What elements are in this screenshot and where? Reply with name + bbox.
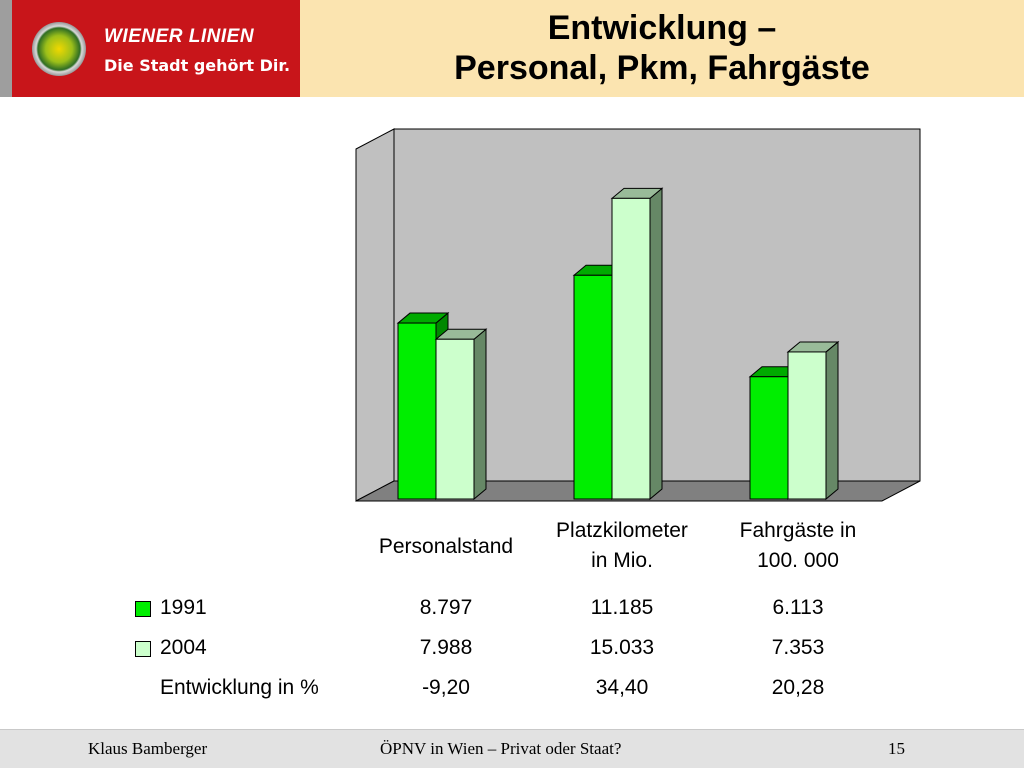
bar-front-face	[787, 351, 827, 500]
table-cell: 34,40	[595, 676, 649, 699]
row-label-2004: 2004	[160, 636, 207, 659]
bar-front-face	[397, 322, 437, 500]
table-cell: -9,20	[422, 676, 470, 699]
category-label: Personalstand	[356, 532, 536, 562]
table-cell: 8.797	[419, 596, 473, 619]
table-cell: 7.353	[771, 636, 825, 659]
bar-2004-1	[610, 187, 664, 501]
category-label-line: Fahrgäste in	[739, 519, 857, 542]
brand-slogan: Die Stadt gehört Dir.	[104, 56, 291, 75]
title-line-1: Entwicklung –	[547, 9, 777, 47]
chart-bars	[396, 187, 840, 501]
category-label: Platzkilometer in Mio.	[532, 516, 712, 576]
bar-2004-2	[786, 340, 840, 501]
header-banner: WIENER LINIEN Die Stadt gehört Dir. Entw…	[0, 0, 1024, 97]
bar-side-face	[825, 340, 839, 501]
category-label-line: 100. 000	[757, 549, 839, 572]
table-cell: 7.988	[419, 636, 473, 659]
brand-name: WIENER LINIEN	[104, 26, 255, 47]
table-cell: 11.185	[590, 596, 654, 619]
table-cell: 20,28	[771, 676, 825, 699]
footer-page-number: 15	[888, 739, 905, 758]
row-label-change: Entwicklung in %	[160, 676, 319, 699]
table-cell: 15.033	[589, 636, 655, 659]
logo-emblem-icon	[32, 22, 86, 76]
bar-chart	[355, 128, 921, 502]
category-label-line: in Mio.	[591, 549, 653, 572]
bar-2004-0	[434, 328, 488, 501]
wiener-linien-logo: WIENER LINIEN Die Stadt gehört Dir.	[0, 0, 300, 97]
slide-title: Entwicklung – Personal, Pkm, Fahrgäste	[300, 8, 1024, 88]
row-label-1991: 1991	[160, 596, 207, 619]
table-cell: 6.113	[772, 596, 824, 619]
chart-side-wall	[355, 128, 395, 502]
bar-front-face	[611, 197, 651, 500]
footer-author: Klaus Bamberger	[88, 739, 208, 758]
bar-side-face	[649, 187, 663, 501]
category-label: Fahrgäste in 100. 000	[708, 516, 888, 576]
bar-front-face	[435, 338, 475, 500]
bar-front-face	[573, 274, 613, 500]
footer-bar: Klaus Bamberger ÖPNV in Wien – Privat od…	[0, 729, 1024, 768]
category-label-line: Personalstand	[378, 535, 514, 558]
title-line-2: Personal, Pkm, Fahrgäste	[454, 49, 870, 87]
category-label-line: Platzkilometer	[556, 519, 688, 542]
legend-swatch-2004	[135, 641, 151, 657]
bar-front-face	[749, 376, 789, 500]
footer-subject: ÖPNV in Wien – Privat oder Staat?	[380, 739, 622, 758]
bar-side-face	[473, 328, 487, 501]
legend-swatch-1991	[135, 601, 151, 617]
